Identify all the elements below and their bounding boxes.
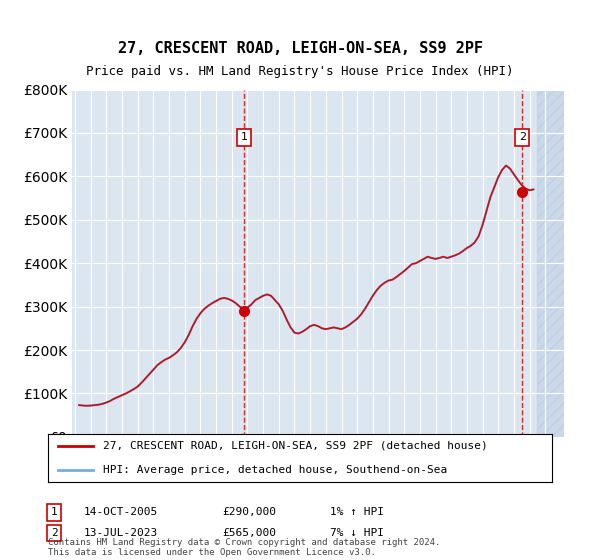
Text: 14-OCT-2005: 14-OCT-2005 xyxy=(84,507,158,517)
Text: 1: 1 xyxy=(50,507,58,517)
Text: 27, CRESCENT ROAD, LEIGH-ON-SEA, SS9 2PF: 27, CRESCENT ROAD, LEIGH-ON-SEA, SS9 2PF xyxy=(118,41,482,56)
Text: Price paid vs. HM Land Registry's House Price Index (HPI): Price paid vs. HM Land Registry's House … xyxy=(86,66,514,78)
Text: 13-JUL-2023: 13-JUL-2023 xyxy=(84,528,158,538)
Bar xyxy=(538,90,564,437)
Text: HPI: Average price, detached house, Southend-on-Sea: HPI: Average price, detached house, Sout… xyxy=(103,465,448,475)
Text: 2: 2 xyxy=(50,528,58,538)
Text: £290,000: £290,000 xyxy=(222,507,276,517)
Text: £565,000: £565,000 xyxy=(222,528,276,538)
Text: 1: 1 xyxy=(241,132,248,142)
Text: 2: 2 xyxy=(519,132,526,142)
Text: 1% ↑ HPI: 1% ↑ HPI xyxy=(330,507,384,517)
Text: 7% ↓ HPI: 7% ↓ HPI xyxy=(330,528,384,538)
Text: 27, CRESCENT ROAD, LEIGH-ON-SEA, SS9 2PF (detached house): 27, CRESCENT ROAD, LEIGH-ON-SEA, SS9 2PF… xyxy=(103,441,488,451)
Text: Contains HM Land Registry data © Crown copyright and database right 2024.
This d: Contains HM Land Registry data © Crown c… xyxy=(48,538,440,557)
